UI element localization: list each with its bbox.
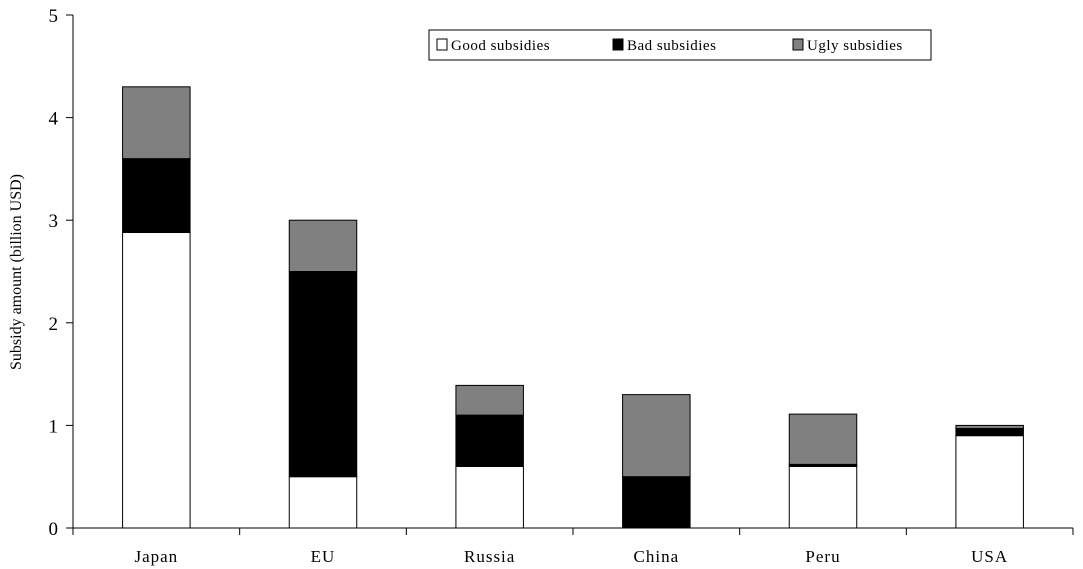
bar-segment-good-subsidies: [122, 232, 191, 529]
bar-segment-ugly-subsidies: [788, 413, 858, 465]
bar-segment-ugly-subsidies: [955, 424, 1024, 429]
bar-segment-ugly-subsidies: [622, 394, 691, 478]
bar-segment-bad-subsidies: [122, 158, 191, 234]
x-tick-label: USA: [971, 547, 1008, 566]
y-tick-label: 4: [49, 109, 59, 130]
legend-swatch: [792, 38, 804, 51]
bar-segment-bad-subsidies: [955, 427, 1024, 437]
legend-label: Ugly subsidies: [807, 38, 903, 54]
bar-segment-ugly-subsidies: [122, 86, 191, 160]
x-tick-label: China: [634, 547, 680, 566]
bar-segment-good-subsidies: [788, 465, 858, 529]
axes: [72, 15, 1073, 529]
bars: [122, 86, 1024, 529]
y-tick-label: 1: [49, 416, 59, 437]
legend-swatch: [436, 38, 448, 51]
bar-segment-bad-subsidies: [288, 271, 358, 478]
legend-swatch: [612, 38, 624, 51]
x-ticks: Japan EU Russia China Peru USA: [72, 528, 1074, 566]
x-tick-label: EU: [311, 547, 336, 566]
y-tick-label: 5: [49, 6, 59, 27]
legend-label: Bad subsidies: [627, 38, 716, 54]
legend-label: Good subsidies: [451, 38, 550, 54]
bar-segment-bad-subsidies: [455, 414, 524, 467]
x-tick-label: Japan: [134, 547, 178, 566]
y-tick-label: 3: [49, 211, 59, 232]
legend-box: [428, 29, 932, 61]
x-tick-label: Russia: [464, 547, 515, 566]
bar-segment-good-subsidies: [955, 435, 1024, 529]
bar-segment-ugly-subsidies: [288, 219, 358, 272]
y-tick-label: 2: [49, 314, 59, 335]
bar-segment-good-subsidies: [455, 465, 524, 529]
y-ticks: 0 1 2 3 4 5: [49, 6, 73, 540]
y-tick-label: 0: [49, 519, 59, 540]
bar-segment-ugly-subsidies: [455, 384, 524, 416]
legend: Good subsidies Bad subsidies Ugly subsidie…: [428, 29, 932, 61]
y-axis-label: Subsidy amount (billion USD): [8, 174, 25, 370]
x-tick-label: Peru: [805, 547, 840, 566]
bar-segment-bad-subsidies: [622, 476, 691, 529]
bar-segment-good-subsidies: [288, 476, 358, 529]
